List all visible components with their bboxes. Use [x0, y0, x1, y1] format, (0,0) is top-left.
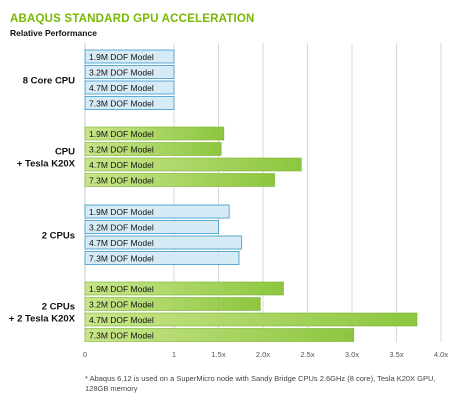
bar-label: 1.9M DOF Model: [89, 284, 154, 294]
bar-label: 4.7M DOF Model: [89, 238, 154, 248]
bar-label: 7.3M DOF Model: [89, 99, 154, 109]
x-tick-label: 1.5x: [211, 350, 225, 359]
bar: [84, 281, 284, 296]
bar-label: 3.2M DOF Model: [89, 223, 154, 233]
group-label: 2 CPUs: [42, 301, 75, 312]
bar-label: 3.2M DOF Model: [89, 68, 154, 78]
x-tick-label: 1: [172, 350, 176, 359]
bar-label: 7.3M DOF Model: [89, 254, 154, 264]
bar-label: 4.7M DOF Model: [89, 83, 154, 93]
group-label: 8 Core CPU: [23, 75, 75, 86]
bar: [84, 235, 243, 250]
bar: [84, 173, 275, 187]
x-tick-label: 2.0x: [256, 350, 270, 359]
bar: [84, 80, 175, 95]
bar: [84, 142, 222, 156]
chart-subtitle: Relative Performance: [10, 28, 97, 38]
bar: [84, 312, 418, 327]
bar: [84, 220, 219, 234]
group-label: 2 CPUs: [42, 230, 75, 241]
bar: [84, 49, 175, 64]
bar-label: 3.2M DOF Model: [89, 145, 154, 155]
bar: [84, 297, 261, 311]
bar: [84, 251, 240, 265]
footnote: * Abaqus 6.12 is used on a SuperMicro no…: [85, 374, 436, 393]
bar-label: 7.3M DOF Model: [89, 331, 154, 341]
x-tick-label: 4.0x: [434, 350, 448, 359]
bar-label: 1.9M DOF Model: [89, 207, 154, 217]
bar: [84, 204, 230, 219]
bar: [84, 126, 225, 141]
labels: 0 1 1.5x 2.0x 2.5x 3.0x 3.5x 4.0x 1.9M DOF Model…: [9, 52, 448, 359]
bar-label: 4.7M DOF Model: [89, 315, 154, 325]
x-tick-label: 2.5x: [300, 350, 314, 359]
chart-plot: 0 1 1.5x 2.0x 2.5x 3.0x 3.5x 4.0x 1.9M DOF Model…: [9, 43, 448, 359]
bar-label: 4.7M DOF Model: [89, 160, 154, 170]
x-tick-label: 0: [83, 350, 87, 359]
bar-label: 1.9M DOF Model: [89, 129, 154, 139]
x-tick-label: 3.5x: [389, 350, 403, 359]
bar-label: 7.3M DOF Model: [89, 176, 154, 186]
bar-label: 1.9M DOF Model: [89, 52, 154, 62]
bar: [84, 65, 175, 79]
group-label: CPU: [55, 146, 75, 157]
x-tick-label: 3.0x: [345, 350, 359, 359]
bar: [84, 96, 175, 110]
bar: [84, 328, 355, 342]
bar: [84, 157, 302, 172]
group-label: + Tesla K20X: [17, 158, 76, 169]
bar-label: 3.2M DOF Model: [89, 300, 154, 310]
chart-title: ABAQUS STANDARD GPU ACCELERATION: [10, 13, 255, 25]
group-label: + 2 Tesla K20X: [9, 313, 76, 324]
bars: [84, 49, 418, 342]
